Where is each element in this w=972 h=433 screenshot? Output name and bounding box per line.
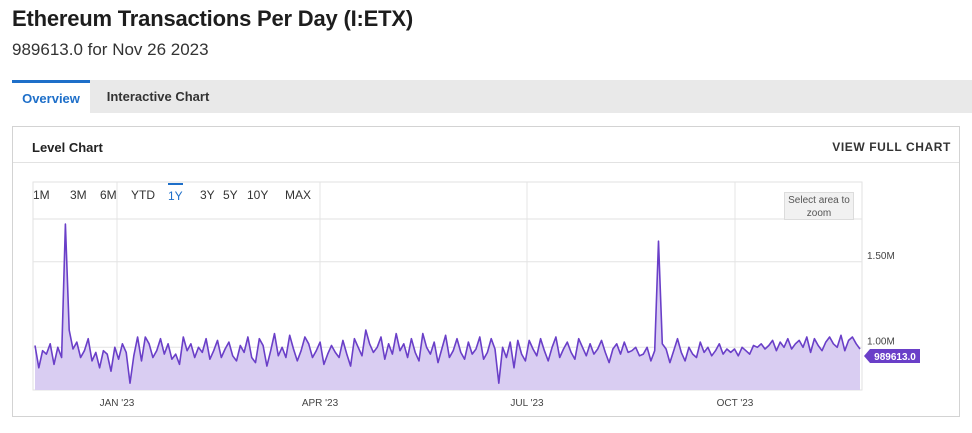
view-full-chart-link[interactable]: VIEW FULL CHART xyxy=(832,140,951,154)
range-button-ytd[interactable]: YTD xyxy=(131,188,155,202)
range-button-1y[interactable]: 1Y xyxy=(168,183,183,209)
tab-overview[interactable]: Overview xyxy=(12,80,90,113)
y-tick-label: 1.50M xyxy=(867,251,895,262)
panel-title: Level Chart xyxy=(32,140,103,155)
y-tick-label: 1.00M xyxy=(867,336,895,347)
range-button-5y[interactable]: 5Y xyxy=(223,188,238,202)
latest-value-subtitle: 989613.0 for Nov 26 2023 xyxy=(12,40,209,59)
tab-bar: Overview Interactive Chart xyxy=(12,80,972,113)
zoom-hint: Select area to zoom xyxy=(784,192,854,220)
panel-header: Level Chart VIEW FULL CHART xyxy=(13,127,959,163)
range-button-3y[interactable]: 3Y xyxy=(200,188,215,202)
tab-interactive-chart[interactable]: Interactive Chart xyxy=(106,89,210,104)
x-tick-label: APR '23 xyxy=(302,398,339,409)
page-title: Ethereum Transactions Per Day (I:ETX) xyxy=(12,6,413,31)
x-tick-label: JAN '23 xyxy=(100,398,135,409)
x-tick-label: JUL '23 xyxy=(510,398,544,409)
last-value-label: 989613.0 xyxy=(874,352,916,363)
range-button-6m[interactable]: 6M xyxy=(100,188,117,202)
last-value-tag xyxy=(864,349,920,363)
x-tick-label: OCT '23 xyxy=(717,398,754,409)
range-button-10y[interactable]: 10Y xyxy=(247,188,269,202)
series-line xyxy=(34,223,861,384)
range-button-1m[interactable]: 1M xyxy=(33,188,50,202)
range-button-3m[interactable]: 3M xyxy=(70,188,87,202)
range-button-max[interactable]: MAX xyxy=(285,188,312,202)
series-area xyxy=(35,224,860,390)
